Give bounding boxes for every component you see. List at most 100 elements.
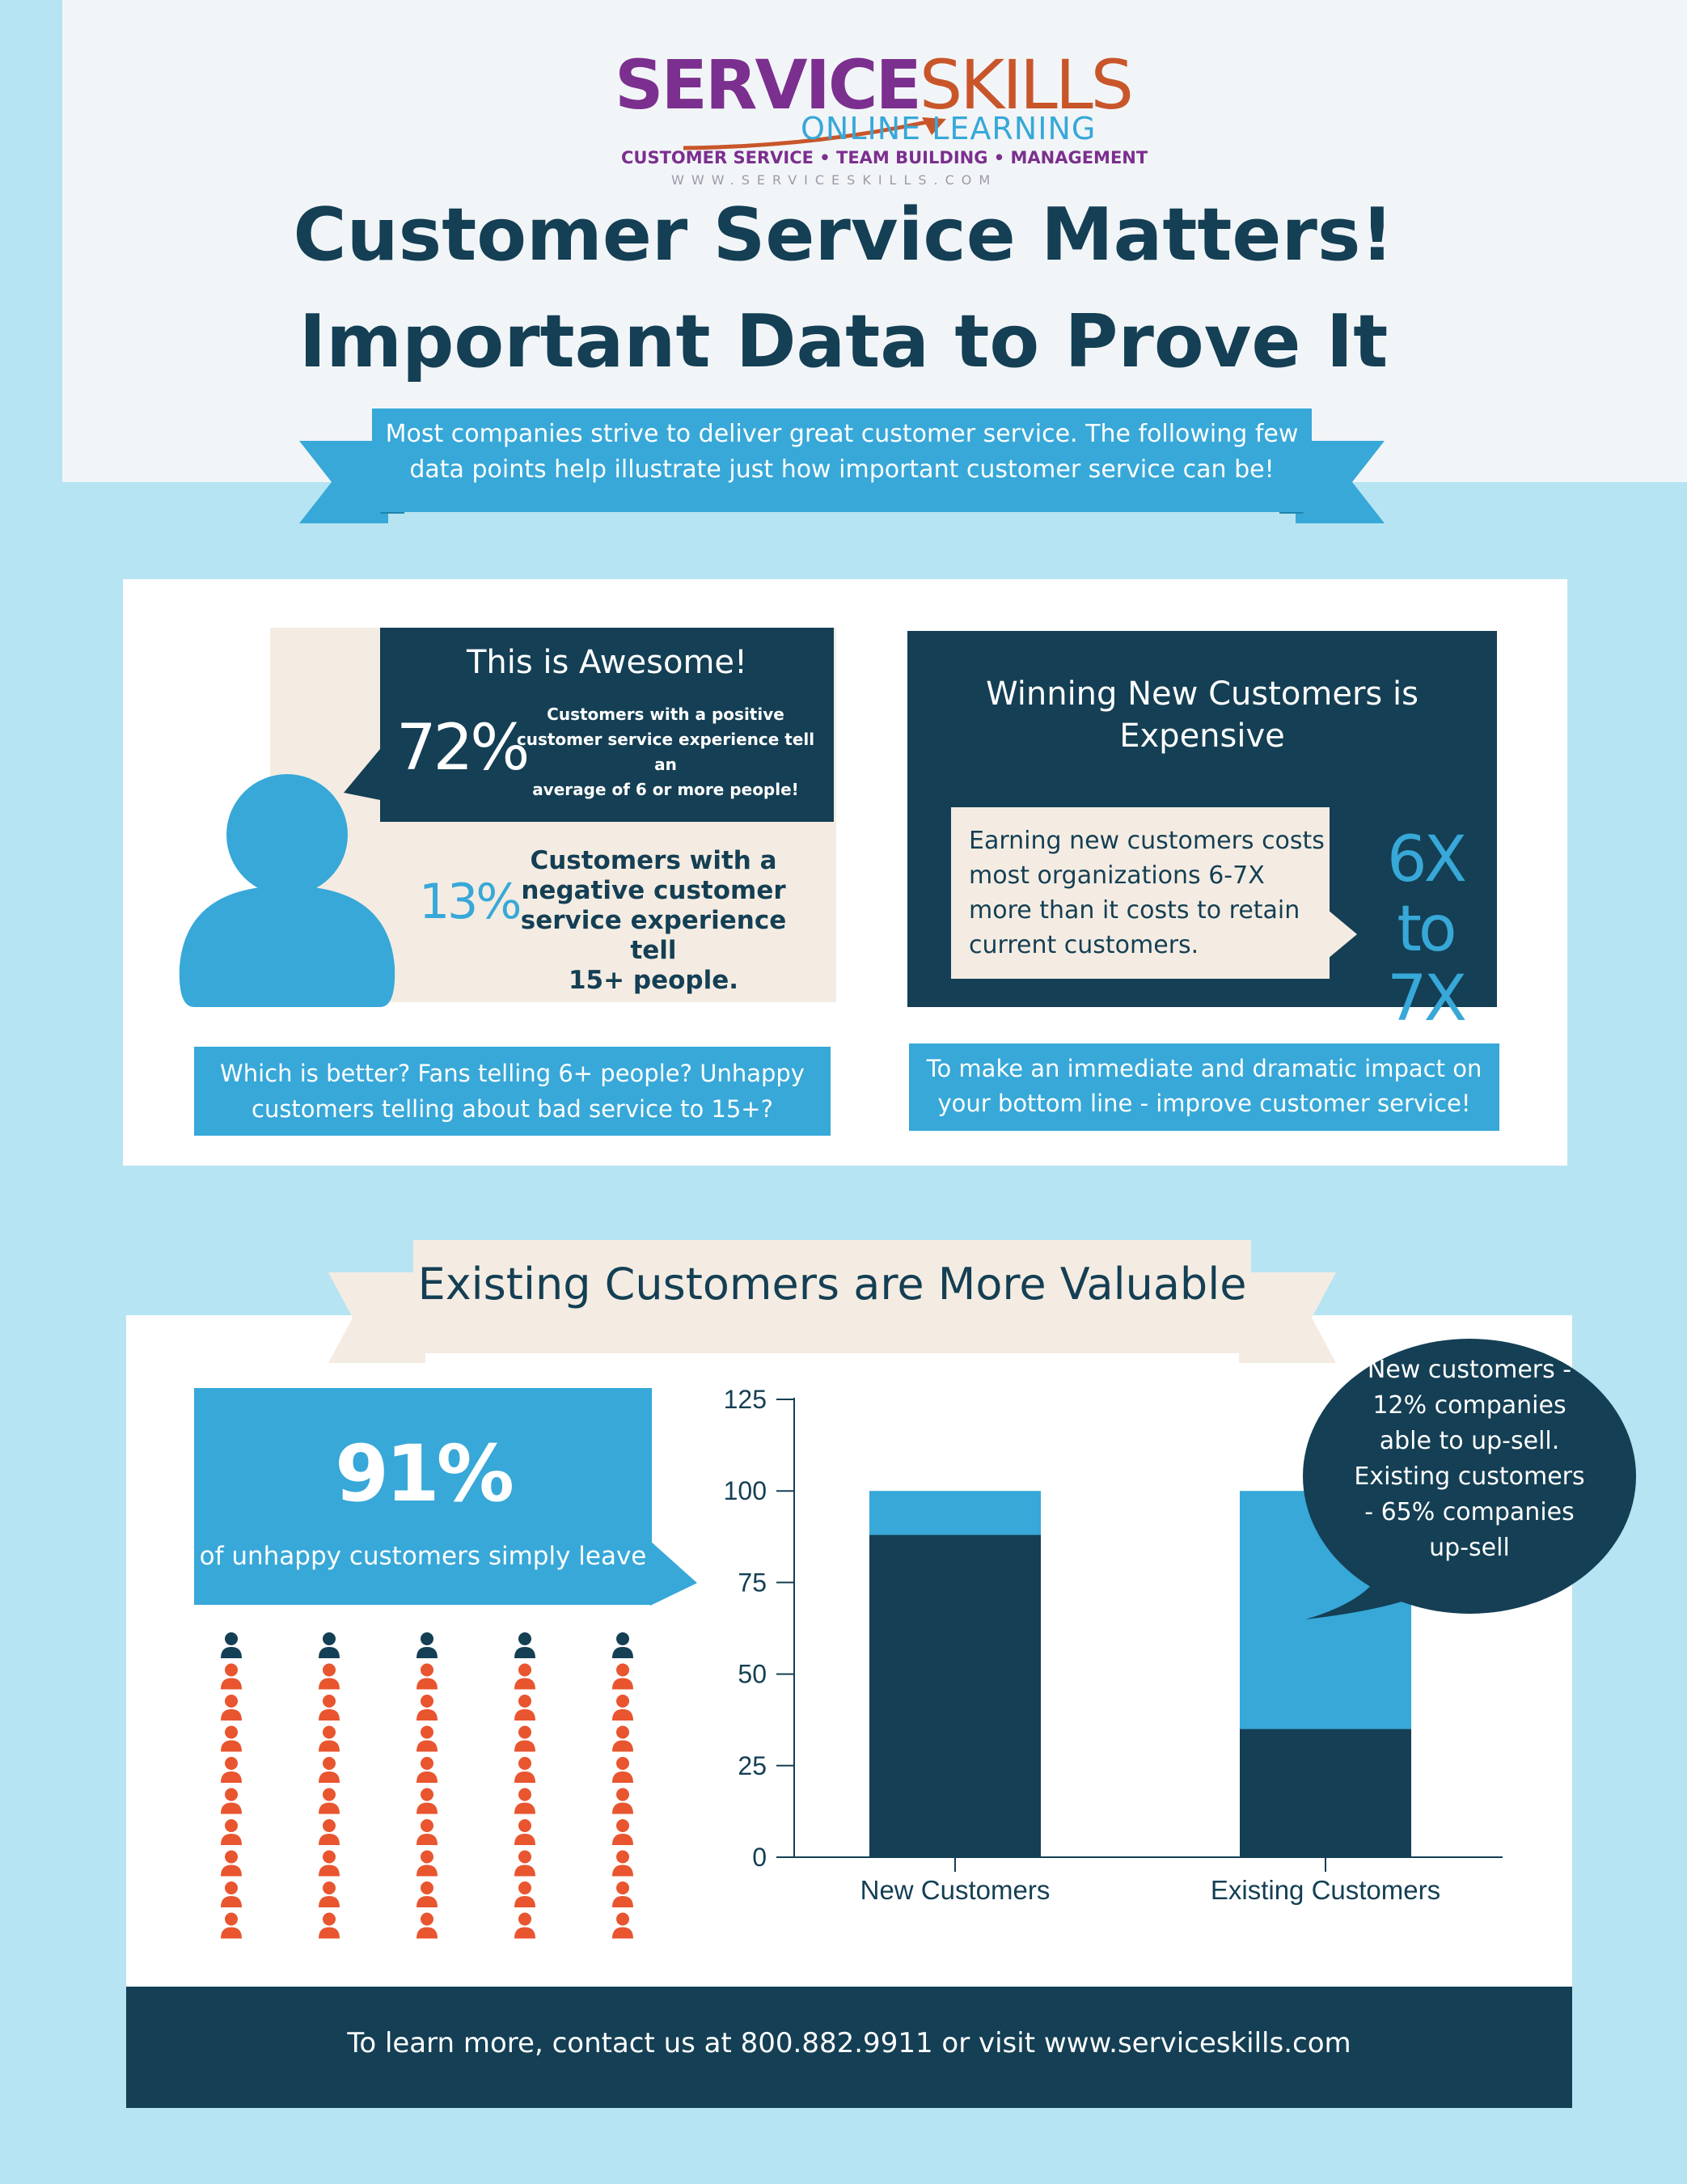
person-leaving-icon — [221, 1819, 242, 1845]
person-leaving-icon — [514, 1819, 535, 1845]
y-tick-label: 0 — [752, 1843, 767, 1872]
question-line1: Which is better? Fans telling 6+ people?… — [220, 1060, 805, 1087]
person-leaving-icon — [416, 1757, 438, 1783]
upsell-bubble-text: New customers - 12% companies able to up… — [1308, 1352, 1631, 1566]
bubble-line3: able to up-sell. — [1379, 1427, 1560, 1455]
person-staying-icon — [319, 1632, 340, 1658]
person-leaving-icon — [612, 1695, 633, 1721]
person-leaving-icon — [319, 1725, 340, 1752]
person-leaving-icon — [514, 1912, 535, 1939]
winning-heading-line2: Expensive — [1119, 717, 1285, 755]
logo-subtitle: ONLINE LEARNING — [801, 111, 1097, 146]
footer-contact-text: To learn more, contact us at 800.882.991… — [347, 2027, 1351, 2059]
bar-base-segment — [869, 1534, 1041, 1857]
person-leaving-icon — [221, 1695, 242, 1721]
person-leaving-icon — [612, 1850, 633, 1877]
person-staying-icon — [514, 1632, 535, 1658]
y-tick-label: 75 — [738, 1568, 767, 1597]
logo-tagline: CUSTOMER SERVICE • TEAM BUILDING • MANAG… — [621, 148, 1148, 167]
bubble-line2: 12% companies — [1372, 1391, 1566, 1420]
winning-body-line1: Earning new customers costs — [969, 827, 1325, 855]
person-leaving-icon — [221, 1757, 242, 1783]
winning-heading-line1: Winning New Customers is — [986, 675, 1419, 713]
person-leaving-icon — [514, 1788, 535, 1814]
bubble-line6: up-sell — [1429, 1534, 1510, 1562]
bar-base-segment — [1240, 1729, 1411, 1857]
logo-swoosh-icon — [683, 117, 946, 150]
leave-stat-box — [194, 1388, 652, 1605]
header-panel — [62, 0, 1687, 482]
bubble-line1: New customers - — [1367, 1356, 1572, 1384]
speech-pointer-icon — [344, 744, 384, 801]
logo-brand-part1: SERVICE — [615, 45, 922, 125]
y-tick-label: 25 — [738, 1751, 767, 1780]
negative-desc-line4: 15+ people. — [568, 966, 739, 995]
negative-description: Customers with a negative customer servi… — [509, 846, 797, 996]
page-title-line1: Customer Service Matters! — [293, 193, 1394, 277]
person-leaving-icon — [221, 1663, 242, 1690]
person-leaving-icon — [319, 1788, 340, 1814]
person-leaving-icon — [416, 1695, 438, 1721]
person-leaving-icon — [416, 1850, 438, 1877]
x-tick-label: New Customers — [860, 1875, 1051, 1905]
person-leaving-icon — [514, 1757, 535, 1783]
existing-banner — [328, 1240, 1336, 1363]
leave-caption: of unhappy customers simply leave — [199, 1542, 647, 1571]
person-leaving-icon — [416, 1819, 438, 1845]
person-leaving-icon — [221, 1850, 242, 1877]
person-staying-icon — [416, 1632, 438, 1658]
positive-desc-line3: average of 6 or more people! — [532, 780, 799, 799]
person-staying-icon — [612, 1632, 633, 1658]
person-leaving-icon — [221, 1725, 242, 1752]
cta-line1: To make an immediate and dramatic impact… — [926, 1055, 1482, 1082]
positive-desc-line2: customer service experience tell an — [516, 730, 815, 774]
x-tick-label: Existing Customers — [1211, 1875, 1440, 1905]
person-leaving-icon — [514, 1725, 535, 1752]
person-leaving-icon — [612, 1819, 633, 1845]
cta-box — [909, 1043, 1499, 1131]
bubble-line4: Existing customers — [1354, 1462, 1585, 1491]
upsell-bubble — [1303, 1339, 1636, 1619]
negative-desc-line3: service experience tell — [520, 906, 787, 965]
y-tick-label: 50 — [738, 1660, 767, 1689]
y-tick-label: 100 — [724, 1476, 767, 1505]
person-staying-icon — [221, 1632, 242, 1658]
person-leaving-icon — [319, 1757, 340, 1783]
person-leaving-icon — [221, 1881, 242, 1907]
logo-brand-part2: SKILLS — [919, 45, 1134, 125]
footer — [126, 1987, 1572, 2108]
intro-ribbon — [299, 408, 1385, 523]
logo-brand: SERVICESKILLS — [615, 44, 1134, 125]
negative-percent: 13% — [419, 874, 522, 930]
person-leaving-icon — [612, 1725, 633, 1752]
speech-pointer-right-icon — [1328, 910, 1357, 959]
logo-url: WWW.SERVICESKILLS.COM — [671, 172, 998, 188]
bar-top-segment — [869, 1491, 1041, 1535]
person-leaving-icon — [319, 1695, 340, 1721]
negative-desc-line2: negative customer — [521, 876, 786, 905]
bubble-line5: - 65% companies — [1364, 1498, 1575, 1526]
person-leaving-icon — [416, 1663, 438, 1690]
intro-text-line1: Most companies strive to deliver great c… — [385, 420, 1299, 448]
y-tick-label: 125 — [724, 1385, 767, 1414]
person-leaving-icon — [612, 1788, 633, 1814]
person-leaving-icon — [416, 1725, 438, 1752]
person-leaving-icon — [319, 1663, 340, 1690]
person-leaving-icon — [612, 1663, 633, 1690]
person-leaving-icon — [221, 1788, 242, 1814]
winning-body-text: Earning new customers costs most organiz… — [969, 823, 1325, 963]
person-leaving-icon — [319, 1850, 340, 1877]
person-leaving-icon — [514, 1850, 535, 1877]
winning-big-value: 6X to 7X — [1351, 825, 1500, 1034]
winning-body-line4: current customers. — [969, 931, 1199, 959]
negative-desc-line1: Customers with a — [530, 846, 777, 875]
winning-big-line1: 6X to — [1386, 823, 1467, 966]
leave-pointer-icon — [650, 1541, 697, 1606]
person-leaving-icon — [514, 1881, 535, 1907]
winning-heading: Winning New Customers is Expensive — [907, 673, 1497, 757]
awesome-positive-box — [380, 628, 834, 822]
page-title-line2: Important Data to Prove It — [298, 299, 1389, 384]
positive-percent: 72% — [396, 712, 530, 785]
people-grid — [221, 1632, 633, 1939]
person-leaving-icon — [612, 1912, 633, 1939]
